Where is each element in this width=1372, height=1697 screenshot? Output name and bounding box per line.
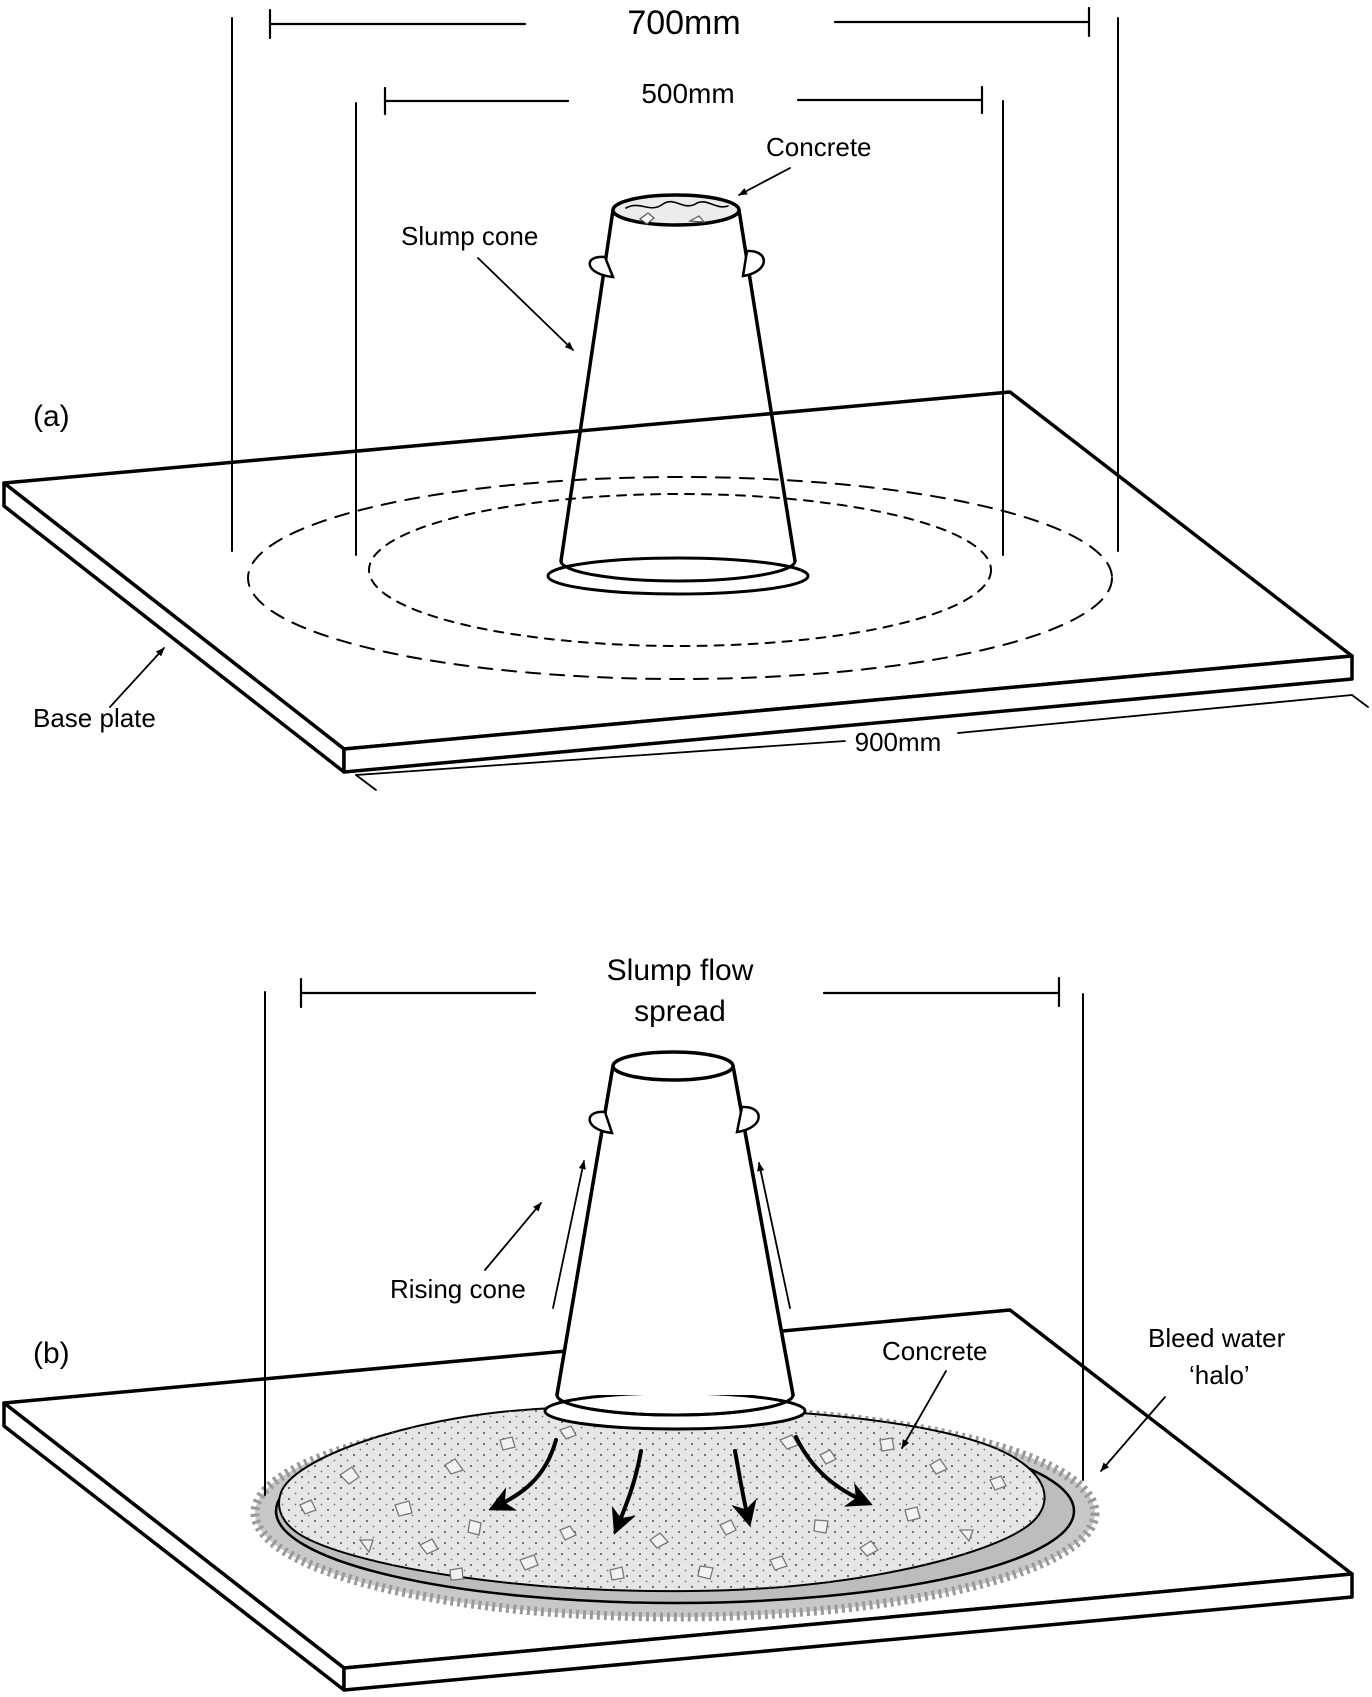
circle-500-dashed <box>368 493 992 647</box>
bleed-water-arrow <box>1100 1396 1166 1472</box>
slump-cone-arrow <box>477 257 574 351</box>
base-plate-arrow <box>109 647 165 708</box>
dimension-900-label: 900mm <box>855 727 942 757</box>
rising-cone-arrow <box>484 1202 542 1271</box>
flow-arrows <box>488 1435 873 1535</box>
panel-b: Slump flow spread (b) Rising cone Concre… <box>2 954 1354 1692</box>
dimension-500-label: 500mm <box>641 78 734 109</box>
dimension-700-label: 700mm <box>627 4 740 42</box>
panel-b-tag: (b) <box>33 1337 70 1370</box>
bleed-water-label-line2: ‘halo’ <box>1189 1360 1250 1390</box>
dimension-spread <box>299 976 1061 1009</box>
spread-label-line2: spread <box>634 995 726 1028</box>
concrete-label-a: Concrete <box>766 132 872 162</box>
panel-a-tag: (a) <box>33 400 70 433</box>
slump-cone-label: Slump cone <box>401 221 538 251</box>
spread-concrete <box>278 1405 1046 1593</box>
panel-a: 700mm 500mm (a) Concrete Slump cone Base… <box>2 4 1369 791</box>
circle-700-dashed <box>247 476 1113 680</box>
extension-lines-a <box>231 17 1119 556</box>
extension-lines-b <box>264 991 1084 1496</box>
dimension-900 <box>355 694 1369 791</box>
dimension-500 <box>383 85 984 116</box>
concrete-arrow-b <box>901 1370 947 1449</box>
concrete-label-b: Concrete <box>882 1336 988 1366</box>
base-plate-label: Base plate <box>33 703 156 733</box>
slump-cone-a <box>546 193 810 596</box>
concrete-arrow-a <box>738 167 791 196</box>
bleed-water-label-line1: Bleed water <box>1148 1323 1286 1353</box>
slump-cone-b <box>543 1050 807 1431</box>
rising-arrows <box>552 1160 791 1309</box>
spread-label-line1: Slump flow <box>607 954 754 987</box>
rising-cone-label: Rising cone <box>390 1274 526 1304</box>
dimension-700 <box>268 6 1091 40</box>
